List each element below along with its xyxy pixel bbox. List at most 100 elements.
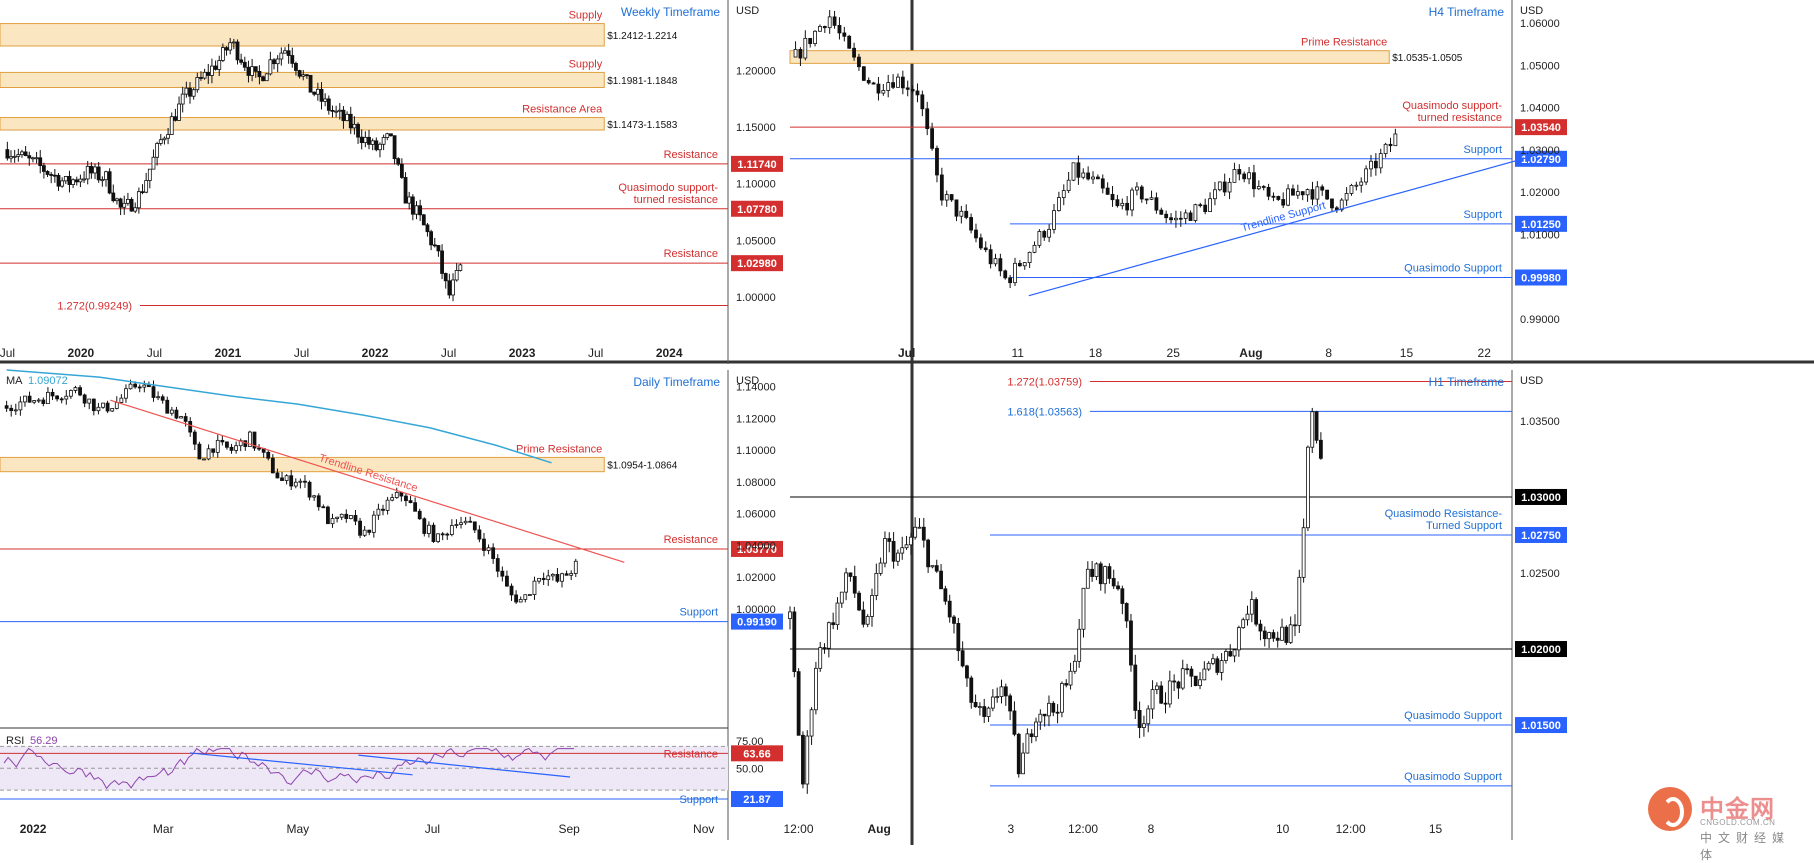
candle-body	[866, 79, 871, 84]
level-label: Support	[1463, 209, 1502, 221]
level-label: Quasimodo support-	[1402, 100, 1502, 112]
candle	[1202, 661, 1207, 681]
candle	[926, 538, 931, 573]
pane-weekly: $1.2412-1.2214 Supply $1.1981-1.1848 Supply…	[0, 0, 783, 364]
zone-range-label: $1.0535-1.0505	[1392, 53, 1463, 64]
candle-body	[71, 179, 76, 185]
ma-label: MA	[6, 375, 23, 387]
currency-label: USD	[1520, 5, 1543, 17]
candle-body	[1310, 189, 1315, 200]
moving-average-line	[6, 369, 552, 464]
candle-body	[359, 136, 364, 144]
candle	[122, 195, 127, 215]
candle-body	[165, 399, 170, 414]
candle	[1012, 701, 1017, 737]
candle-body	[9, 407, 14, 412]
price-badge	[731, 155, 783, 172]
candle	[363, 131, 368, 148]
candle	[454, 519, 459, 529]
candle	[224, 46, 229, 56]
candle-body	[960, 650, 965, 667]
candle	[555, 568, 560, 583]
candle	[560, 572, 564, 588]
candle	[348, 106, 353, 134]
candle-body	[1228, 651, 1233, 657]
candle	[1198, 672, 1202, 690]
candle	[96, 402, 101, 415]
rsi-level-label: Resistance	[664, 748, 718, 760]
candle	[429, 229, 434, 251]
candle	[413, 497, 418, 512]
price-badge	[731, 255, 783, 272]
candle	[1219, 653, 1224, 681]
y-tick-label: 1.04000	[736, 540, 776, 552]
candle	[1042, 229, 1047, 241]
candle	[436, 533, 440, 544]
candle	[454, 263, 459, 282]
candle	[297, 69, 302, 79]
candle-body	[305, 74, 309, 77]
candle-body	[454, 270, 459, 281]
price-badge-text: 1.07780	[737, 204, 777, 216]
candle-body	[87, 398, 92, 404]
candle	[1373, 153, 1378, 176]
candle	[952, 614, 956, 634]
candle-body	[995, 696, 1000, 698]
candle-body	[986, 707, 991, 717]
candle	[1227, 177, 1232, 200]
candle-body	[413, 502, 418, 512]
y-tick-label: 1.06000	[736, 509, 776, 521]
candle	[1189, 666, 1194, 688]
candle-body	[1198, 204, 1203, 207]
candle-body	[1115, 199, 1120, 207]
candle-body	[1383, 143, 1388, 154]
candle	[1052, 203, 1056, 234]
candle	[1094, 562, 1099, 581]
candle-body	[532, 580, 537, 595]
candle	[32, 400, 37, 405]
candle	[124, 384, 128, 403]
level-label: Support	[679, 607, 718, 619]
watermark-tagline: 中文财经媒体	[1700, 831, 1791, 862]
candle	[403, 172, 408, 204]
candle	[169, 406, 174, 416]
candle	[307, 480, 312, 501]
candle	[905, 80, 910, 97]
candle-body	[234, 445, 239, 451]
candle	[908, 533, 913, 555]
candle-body	[1185, 668, 1189, 671]
candle-body	[451, 279, 455, 296]
candle	[353, 509, 358, 526]
candle-body	[27, 395, 32, 403]
candle-body	[160, 396, 165, 401]
candle-body	[104, 171, 108, 181]
candle-body	[458, 264, 463, 271]
candle-body	[140, 191, 145, 194]
candle	[861, 66, 866, 82]
candle-body	[1090, 568, 1095, 577]
candle	[1213, 181, 1217, 206]
candle-body	[353, 515, 358, 522]
candle	[1116, 581, 1120, 591]
candle	[569, 570, 574, 581]
candle	[63, 175, 68, 184]
candle-body	[421, 214, 426, 226]
candle-body	[974, 229, 978, 239]
candle-body	[352, 123, 357, 129]
candle	[367, 129, 371, 150]
candle-body	[1027, 251, 1032, 263]
candle-body	[301, 74, 306, 77]
candle-body	[1008, 695, 1013, 712]
candle-body	[49, 174, 54, 176]
candle	[857, 590, 861, 612]
candle-body	[1149, 197, 1154, 200]
candle-body	[900, 76, 905, 89]
x-tick-label: Sep	[558, 822, 580, 836]
candle-body	[949, 194, 954, 201]
candle-body	[1047, 702, 1051, 717]
candle-body	[1219, 660, 1224, 673]
candle-body	[261, 76, 265, 82]
candle	[352, 116, 357, 135]
candle	[432, 237, 437, 248]
candle	[101, 402, 105, 409]
